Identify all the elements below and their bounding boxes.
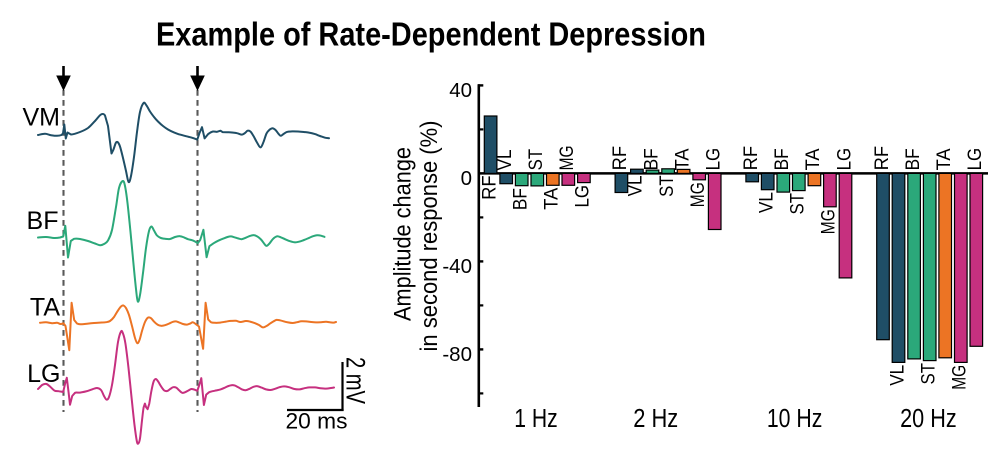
svg-text:MG: MG (819, 209, 840, 234)
svg-text:TA: TA (934, 148, 955, 170)
svg-text:ST: ST (918, 363, 939, 385)
svg-text:LG: LG (834, 148, 855, 171)
svg-text:VL: VL (495, 149, 516, 170)
svg-text:in second response (%): in second response (%) (416, 121, 443, 352)
svg-text:MG: MG (950, 365, 971, 390)
svg-text:LG: LG (704, 148, 725, 171)
svg-text:VM: VM (23, 103, 61, 131)
svg-text:RF: RF (610, 146, 631, 171)
svg-text:2 Hz: 2 Hz (633, 405, 678, 433)
svg-text:MG: MG (557, 145, 578, 170)
svg-text:VL: VL (626, 175, 647, 196)
svg-text:20 Hz: 20 Hz (900, 405, 957, 433)
svg-text:LG: LG (573, 185, 594, 208)
svg-text:Example of Rate-Dependent Depr: Example of Rate-Dependent Depression (156, 16, 706, 53)
svg-text:2 mV: 2 mV (341, 357, 371, 404)
svg-text:ST: ST (657, 175, 678, 197)
svg-text:MG: MG (688, 182, 709, 207)
svg-text:BF: BF (903, 148, 924, 170)
svg-text:RF: RF (872, 146, 893, 171)
svg-text:BF: BF (641, 148, 662, 170)
svg-text:ST: ST (526, 149, 547, 171)
svg-text:BF: BF (27, 207, 59, 235)
svg-text:20 ms: 20 ms (286, 409, 348, 434)
svg-text:ST: ST (788, 193, 809, 215)
svg-text:40: 40 (449, 79, 472, 102)
svg-text:10 Hz: 10 Hz (767, 405, 823, 433)
svg-text:TA: TA (30, 294, 60, 322)
svg-text:Amplitude change: Amplitude change (390, 147, 417, 321)
svg-text:BF: BF (511, 188, 532, 210)
svg-text:TA: TA (542, 187, 563, 209)
svg-text:-40: -40 (442, 255, 472, 278)
svg-text:RF: RF (479, 175, 500, 200)
svg-text:VL: VL (757, 192, 778, 213)
svg-text:RF: RF (741, 146, 762, 171)
svg-text:0: 0 (461, 167, 472, 190)
svg-text:TA: TA (803, 148, 824, 170)
svg-text:BF: BF (772, 148, 793, 170)
svg-text:TA: TA (672, 148, 693, 170)
svg-text:-80: -80 (442, 343, 472, 366)
svg-text:1 Hz: 1 Hz (514, 405, 558, 433)
svg-text:LG: LG (27, 360, 60, 388)
svg-text:LG: LG (965, 148, 986, 171)
svg-text:VL: VL (887, 365, 908, 386)
